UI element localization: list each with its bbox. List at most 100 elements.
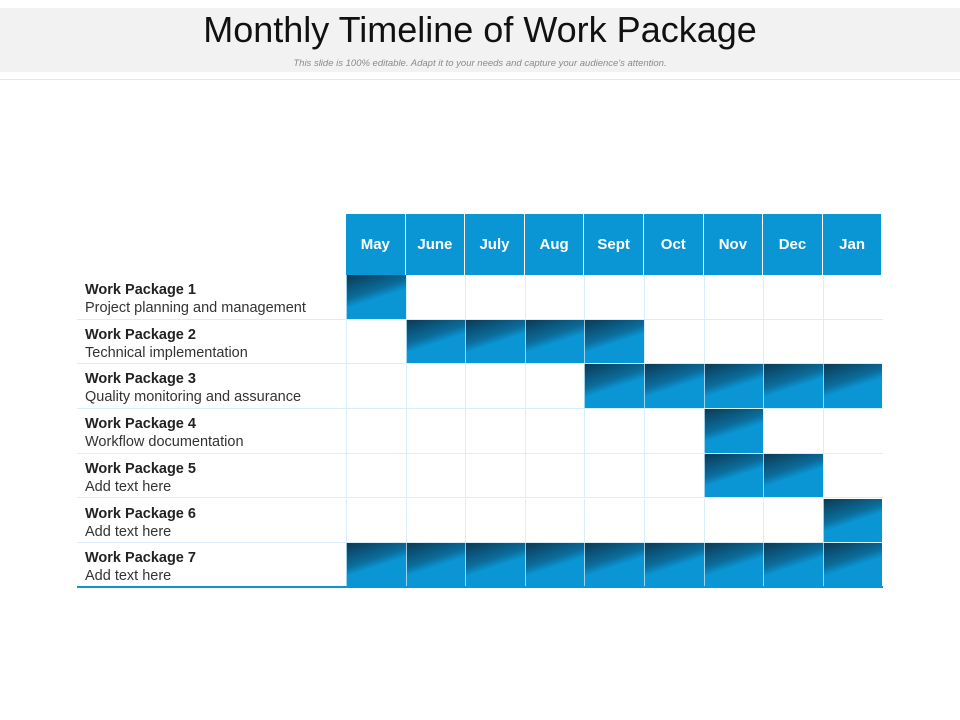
package-name: Work Package 6 [85,505,196,522]
timeline-bar-segment [346,275,406,320]
timeline-empty-cell [405,409,466,454]
timeline-empty-cell [524,498,585,544]
timeline-empty-cell [822,453,883,499]
timeline-empty-cell [584,409,644,454]
timeline-bar-segment [584,364,644,410]
package-row: Work Package 5 Add text here [77,453,883,499]
package-name: Work Package 1 [85,282,196,298]
row-divider [77,408,883,410]
timeline-bar-segment [346,543,406,588]
page-title: Monthly Timeline of Work Package [203,9,757,50]
timeline-bar-segment [763,453,823,499]
timeline-bar-segment [584,543,644,588]
row-divider [77,497,883,499]
timeline-bar-segment [822,364,883,410]
month-header-sept: Sept [584,214,644,275]
package-label: Work Package 6 Add text here [77,499,346,544]
package-row: Work Package 2 Technical implementation [77,319,883,365]
timeline-bar-segment [822,498,883,544]
timeline-empty-cell [346,453,406,499]
timeline-bar-segment [703,453,764,499]
timeline-bar-segment [703,409,764,454]
timeline-bar-segment [524,543,585,588]
table-bottom-rule [77,586,883,588]
package-row: Work Package 4 Workflow documentation [77,409,883,454]
timeline-empty-cell [465,409,525,454]
timeline-empty-cell [465,364,525,410]
timeline-bar-segment [763,543,823,588]
timeline-bar-segment [465,319,525,365]
timeline-empty-cell [465,498,525,544]
package-description: Add text here [85,523,172,540]
timeline-empty-cell [644,409,704,454]
timeline-empty-cell [584,275,644,320]
package-description: Add text here [85,478,172,495]
timeline-empty-cell [822,275,883,320]
timeline-empty-cell [644,453,704,499]
package-description: Add text here [85,568,172,585]
package-row: Work Package 6 Add text here [77,498,883,544]
timeline-table: May June July Aug Sept Oct Nov Dec Jan Work Pack… [77,214,883,588]
package-name: Work Package 2 [85,326,196,343]
timeline-empty-cell [763,409,823,454]
timeline-empty-cell [822,409,883,454]
timeline-empty-cell [524,453,585,499]
timeline-empty-cell [346,498,406,544]
timeline-empty-cell [584,453,644,499]
timeline-empty-cell [703,275,764,320]
timeline-empty-cell [346,319,406,365]
row-divider [77,318,883,320]
timeline-empty-cell [763,319,823,365]
package-description: Technical implementation [85,344,248,361]
timeline-empty-cell [405,364,466,410]
timeline-empty-cell [644,319,704,365]
package-label: Work Package 7 Add text here [77,543,346,588]
timeline-empty-cell [822,319,883,365]
timeline-empty-cell [703,498,764,544]
month-header-july: July [465,214,525,275]
timeline-bar-segment [405,543,466,588]
package-description: Workflow documentation [85,434,244,451]
month-header-june: June [405,214,466,275]
timeline-empty-cell [763,498,823,544]
timeline-empty-cell [644,275,704,320]
package-row: Work Package 3 Quality monitoring and ass… [77,364,883,410]
package-name: Work Package 5 [85,460,196,477]
package-label: Work Package 2 Technical implementation [77,320,346,365]
package-label: Work Package 1 Project planning and manag… [77,275,346,320]
timeline-empty-cell [703,319,764,365]
timeline-bar-segment [763,364,823,410]
package-description: Project planning and management [85,300,306,316]
row-divider [77,542,883,544]
package-name: Work Package 3 [85,371,196,388]
timeline-empty-cell [524,364,585,410]
header-band [0,8,960,72]
timeline-empty-cell [644,498,704,544]
page-subtitle: This slide is 100% editable. Adapt it to… [293,58,667,69]
timeline-bar-segment [822,543,883,588]
package-name: Work Package 7 [85,550,196,567]
package-label: Work Package 3 Quality monitoring and ass… [77,364,346,409]
timeline-empty-cell [405,498,466,544]
month-header-jan: Jan [822,214,883,275]
month-header-nov: Nov [703,214,764,275]
timeline-bar-segment [524,319,585,365]
timeline-bar-segment [584,319,644,365]
timeline-empty-cell [524,409,585,454]
timeline-empty-cell [465,453,525,499]
package-description: Quality monitoring and assurance [85,389,302,406]
row-divider [77,452,883,454]
month-header-row: May June July Aug Sept Oct Nov Dec Jan [346,214,883,275]
package-name: Work Package 4 [85,416,196,433]
timeline-empty-cell [524,275,585,320]
timeline-empty-cell [465,275,525,320]
timeline-empty-cell [763,275,823,320]
month-header-aug: Aug [524,214,585,275]
timeline-empty-cell [405,275,466,320]
package-row: Work Package 1 Project planning and manag… [77,275,883,320]
month-header-may: May [346,214,406,275]
package-label: Work Package 5 Add text here [77,454,346,499]
month-header-dec: Dec [763,214,823,275]
package-row: Work Package 7 Add text here [77,543,883,588]
timeline-empty-cell [346,364,406,410]
